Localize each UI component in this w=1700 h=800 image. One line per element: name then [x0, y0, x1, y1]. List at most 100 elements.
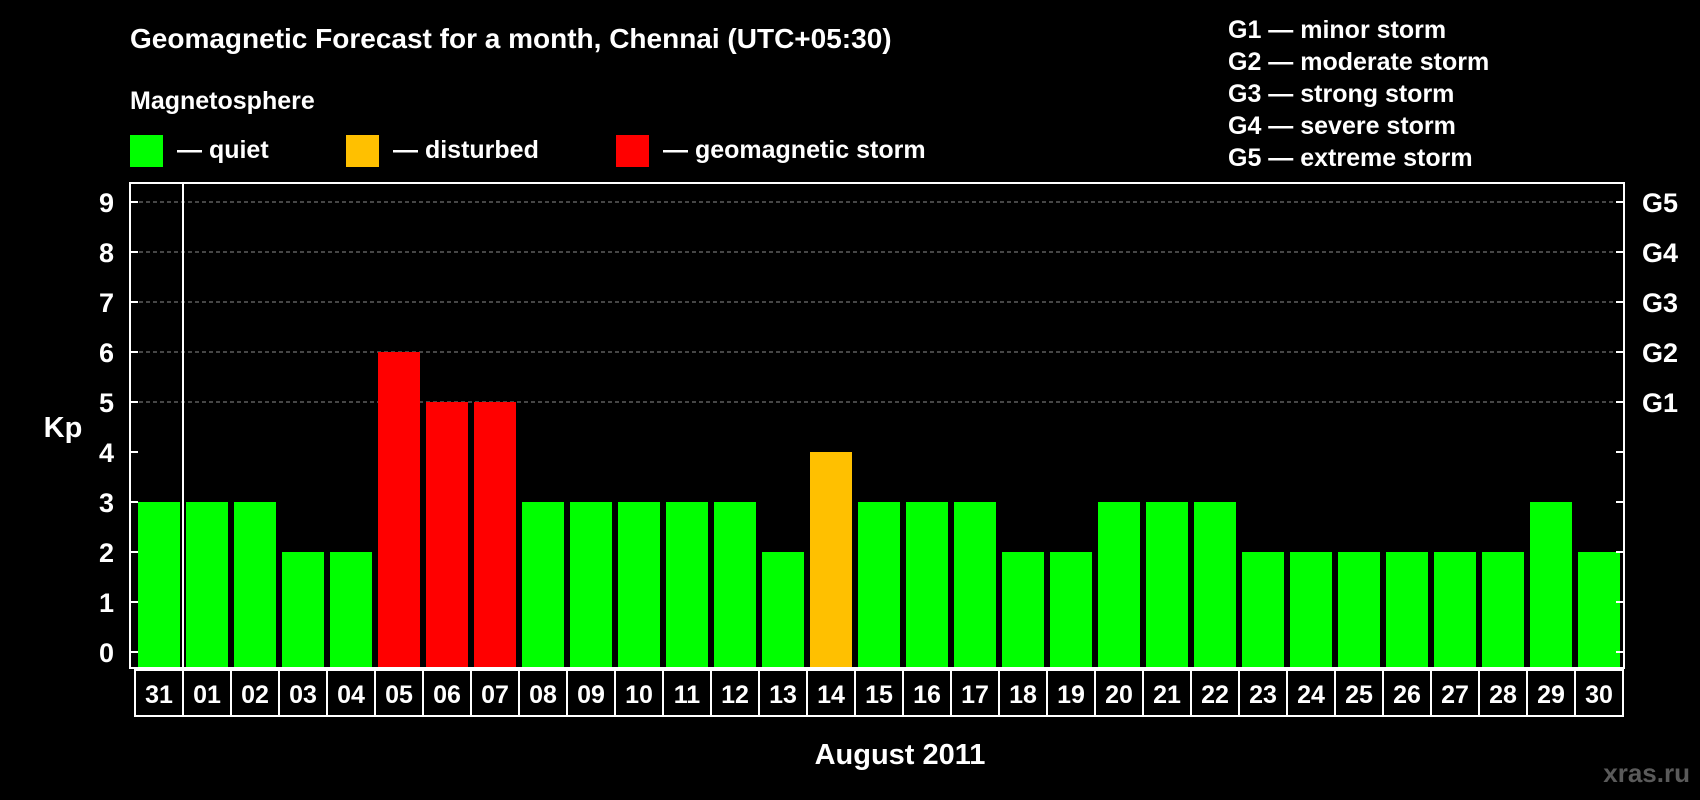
y-tick-label: 4: [99, 438, 114, 468]
bar-25: [1338, 552, 1380, 668]
bar-26: [1386, 552, 1428, 668]
x-tick-label: 30: [1585, 681, 1613, 709]
y-tick-label: 2: [99, 538, 114, 568]
x-tick-label: 21: [1153, 681, 1181, 709]
y-axis-label: Kp: [44, 412, 83, 444]
storm-level-label: G1: [1642, 388, 1678, 418]
bar-09: [570, 502, 612, 668]
x-tick-label: 02: [241, 681, 269, 709]
x-tick-label: 15: [865, 681, 893, 709]
legend-label-quiet: — quiet: [177, 136, 269, 164]
x-tick-label: 17: [961, 681, 989, 709]
bar-23: [1242, 552, 1284, 668]
bar-14: [810, 452, 852, 668]
bars: [138, 352, 1620, 668]
y-tick-label: 7: [99, 288, 114, 318]
bar-29: [1530, 502, 1572, 668]
y-tick-label: 5: [99, 388, 114, 418]
x-tick-label: 03: [289, 681, 317, 709]
bar-07: [474, 402, 516, 668]
storm-level-label: G3: [1642, 288, 1678, 318]
storm-scale-item: G3 — strong storm: [1228, 80, 1454, 108]
y-tick-label: 1: [99, 588, 114, 618]
bar-02: [234, 502, 276, 668]
bar-31: [138, 502, 180, 668]
y-tick-label: 8: [99, 238, 114, 268]
x-tick-label: 14: [817, 681, 845, 709]
bar-11: [666, 502, 708, 668]
storm-level-label: G2: [1642, 338, 1678, 368]
date-cell: [1574, 669, 1624, 717]
x-tick-label: 01: [193, 681, 221, 709]
bar-28: [1482, 552, 1524, 668]
x-tick-label: 20: [1105, 681, 1133, 709]
x-tick-label: 13: [769, 681, 797, 709]
y-tick-label: 9: [99, 188, 114, 218]
x-tick-label: 04: [337, 681, 365, 709]
x-tick-label: 26: [1393, 681, 1421, 709]
storm-scale-item: G4 — severe storm: [1228, 112, 1456, 140]
x-tick-label: 12: [721, 681, 749, 709]
legend: — quiet — disturbed — geomagnetic storm: [130, 135, 926, 167]
y-tick-label: 0: [99, 638, 114, 668]
x-axis-label: August 2011: [815, 739, 986, 771]
storm-scale-legend: G1 — minor storm G2 — moderate storm G3 — …: [1228, 16, 1489, 172]
bar-16: [906, 502, 948, 668]
storm-scale-item: G2 — moderate storm: [1228, 48, 1489, 76]
legend-swatch-storm: [616, 135, 649, 167]
legend-swatch-quiet: [130, 135, 163, 167]
x-tick-label: 08: [529, 681, 557, 709]
bar-01: [186, 502, 228, 668]
x-tick-label: 10: [625, 681, 653, 709]
legend-title: Magnetosphere: [130, 87, 315, 115]
bar-30: [1578, 552, 1620, 668]
legend-label-disturbed: — disturbed: [393, 136, 539, 164]
y-tick-label: 3: [99, 488, 114, 518]
x-tick-label: 06: [433, 681, 461, 709]
bar-18: [1002, 552, 1044, 668]
legend-swatch-disturbed: [346, 135, 379, 167]
x-tick-label: 22: [1201, 681, 1229, 709]
bar-10: [618, 502, 660, 668]
bar-17: [954, 502, 996, 668]
x-tick-label: 31: [145, 681, 173, 709]
storm-level-label: G4: [1642, 238, 1678, 268]
bar-04: [330, 552, 372, 668]
y-tick-label: 6: [99, 338, 114, 368]
chart-title: Geomagnetic Forecast for a month, Chenna…: [130, 23, 892, 54]
x-tick-label: 23: [1249, 681, 1277, 709]
legend-label-storm: — geomagnetic storm: [663, 136, 926, 164]
plot-frame: [129, 182, 1625, 669]
storm-level-label: G5: [1642, 188, 1678, 218]
grid: [132, 201, 1622, 403]
bar-15: [858, 502, 900, 668]
x-tick-label: 29: [1537, 681, 1565, 709]
bar-03: [282, 552, 324, 668]
x-tick-label: 11: [674, 681, 701, 709]
x-tick-label: 18: [1009, 681, 1037, 709]
bar-05: [378, 352, 420, 668]
x-tick-label: 09: [577, 681, 605, 709]
bar-08: [522, 502, 564, 668]
x-tick-label: 07: [481, 681, 509, 709]
bar-06: [426, 402, 468, 668]
bar-19: [1050, 552, 1092, 668]
bar-20: [1098, 502, 1140, 668]
bar-27: [1434, 552, 1476, 668]
x-tick-label: 16: [913, 681, 941, 709]
storm-scale-item: G5 — extreme storm: [1228, 144, 1473, 172]
bar-24: [1290, 552, 1332, 668]
x-tick-label: 28: [1489, 681, 1517, 709]
axes: 0 1 2 3 4 5 6 7 8 9 G1 G2 G3 G4 G5: [99, 182, 1678, 669]
x-axis-labels: 31 01 02 03 04 05 06 07 08 09 10 11 12 13 14 15 16 17 18 19…: [134, 669, 1624, 717]
bar-13: [762, 552, 804, 668]
storm-scale-item: G1 — minor storm: [1228, 16, 1446, 44]
x-tick-label: 25: [1345, 681, 1373, 709]
watermark: xras.ru: [1603, 758, 1690, 788]
x-tick-label: 27: [1441, 681, 1469, 709]
bar-22: [1194, 502, 1236, 668]
bar-21: [1146, 502, 1188, 668]
bar-12: [714, 502, 756, 668]
x-tick-label: 19: [1057, 681, 1085, 709]
